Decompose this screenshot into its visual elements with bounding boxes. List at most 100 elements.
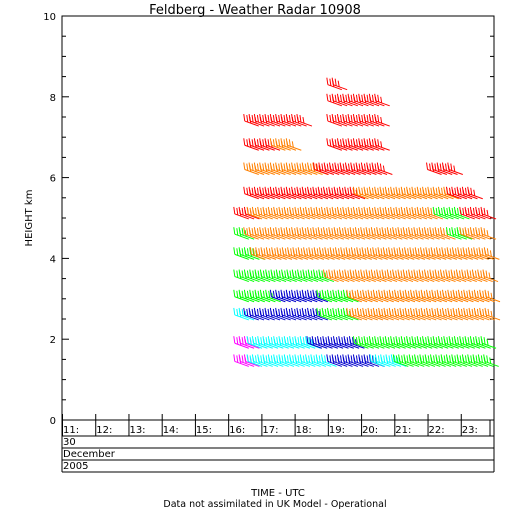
wind-barb: [280, 289, 297, 303]
barb-shaft: [458, 253, 473, 260]
barb-feather: [336, 206, 339, 215]
barb-feather: [358, 113, 361, 122]
wind-barb: [368, 93, 385, 107]
barb-feather: [264, 186, 267, 194]
barb-shaft: [370, 193, 385, 200]
barb-feather: [292, 337, 295, 345]
barb-feather: [253, 186, 256, 194]
barb-feather: [283, 228, 286, 236]
barb-shaft: [375, 144, 390, 151]
barb-shaft: [400, 253, 415, 260]
barb-feather: [456, 207, 459, 216]
barb-shaft: [313, 314, 329, 321]
barb-feather: [269, 186, 272, 194]
barb-feather: [262, 228, 265, 236]
barb-feather: [267, 114, 270, 123]
barb-feather: [439, 290, 442, 298]
barb-feather: [455, 269, 458, 277]
wind-barb: [301, 289, 318, 303]
barb-shaft: [335, 169, 350, 175]
barb-shaft: [295, 342, 311, 349]
barb-feather: [456, 227, 459, 235]
wind-barb: [287, 247, 303, 260]
barb-shaft: [463, 360, 478, 367]
barb-shaft: [303, 296, 318, 303]
wind-barb: [455, 269, 472, 283]
barb-shaft: [420, 233, 435, 240]
barb-feather: [380, 141, 383, 148]
barb-feather: [365, 227, 368, 235]
barb-shaft: [448, 314, 463, 321]
barb-shaft: [406, 296, 421, 303]
barb-feather: [480, 270, 483, 278]
barb-feather: [458, 270, 461, 278]
barb-shaft: [471, 342, 486, 349]
wind-barb: [374, 113, 390, 127]
barb-feather: [379, 163, 382, 171]
barb-feather: [355, 114, 358, 123]
barb-shaft: [341, 253, 356, 260]
barb-shaft: [339, 342, 354, 349]
barb-shaft: [370, 342, 385, 349]
barb-feather: [262, 206, 265, 215]
barb-shaft: [483, 276, 499, 283]
barb-feather: [319, 290, 322, 298]
barb-feather: [321, 289, 324, 297]
barb-feather: [291, 113, 294, 122]
barb-feather: [236, 290, 239, 298]
barb-feather: [450, 163, 453, 171]
hour-label: 16:: [229, 425, 245, 436]
barb-feather: [267, 163, 270, 171]
barb-feather: [459, 227, 462, 235]
barb-feather: [354, 227, 357, 235]
barb-feather: [451, 207, 454, 216]
wind-barb: [448, 336, 465, 349]
barb-feather: [372, 289, 375, 297]
barb-shaft: [416, 253, 431, 260]
barb-shaft: [361, 233, 376, 240]
barb-feather: [295, 248, 298, 256]
barb-feather: [418, 308, 421, 317]
barb-feather: [435, 337, 438, 345]
date-year: 2005: [63, 461, 88, 472]
barb-shaft: [323, 314, 338, 321]
barb-shaft: [303, 193, 318, 200]
wind-barb: [257, 206, 273, 220]
barb-feather: [285, 289, 288, 297]
barb-shaft: [287, 120, 302, 127]
barb-feather: [252, 248, 255, 256]
barb-feather: [453, 206, 456, 215]
wind-barb: [383, 289, 400, 303]
barb-shaft: [480, 314, 495, 321]
barb-feather: [376, 269, 379, 277]
barb-feather: [451, 337, 454, 345]
barb-feather: [268, 290, 271, 298]
hour-label: 20:: [362, 425, 378, 436]
barb-feather: [248, 113, 251, 122]
barb-feather: [291, 162, 294, 170]
wind-barb: [350, 162, 366, 175]
barb-feather: [419, 207, 422, 216]
barb-feather: [462, 228, 465, 236]
barb-shaft: [258, 213, 273, 220]
barb-feather: [361, 187, 364, 195]
wind-barb: [370, 227, 387, 240]
barb-feather: [347, 270, 350, 278]
barb-feather: [389, 270, 392, 278]
barb-feather: [368, 113, 371, 122]
barb-shaft: [447, 193, 462, 200]
barb-shaft: [332, 84, 348, 91]
barb-shaft: [375, 120, 390, 127]
wind-barb: [414, 247, 431, 260]
barb-feather: [283, 206, 286, 215]
barb-feather: [296, 289, 299, 297]
barb-feather: [427, 206, 430, 215]
barb-shaft: [323, 342, 339, 349]
barb-feather: [291, 269, 294, 277]
barb-shaft: [410, 360, 425, 367]
barb-feather: [434, 163, 437, 171]
wind-barb: [275, 269, 292, 283]
barb-shaft: [251, 253, 266, 260]
wind-barb: [468, 307, 485, 321]
wind-barb: [248, 186, 265, 200]
